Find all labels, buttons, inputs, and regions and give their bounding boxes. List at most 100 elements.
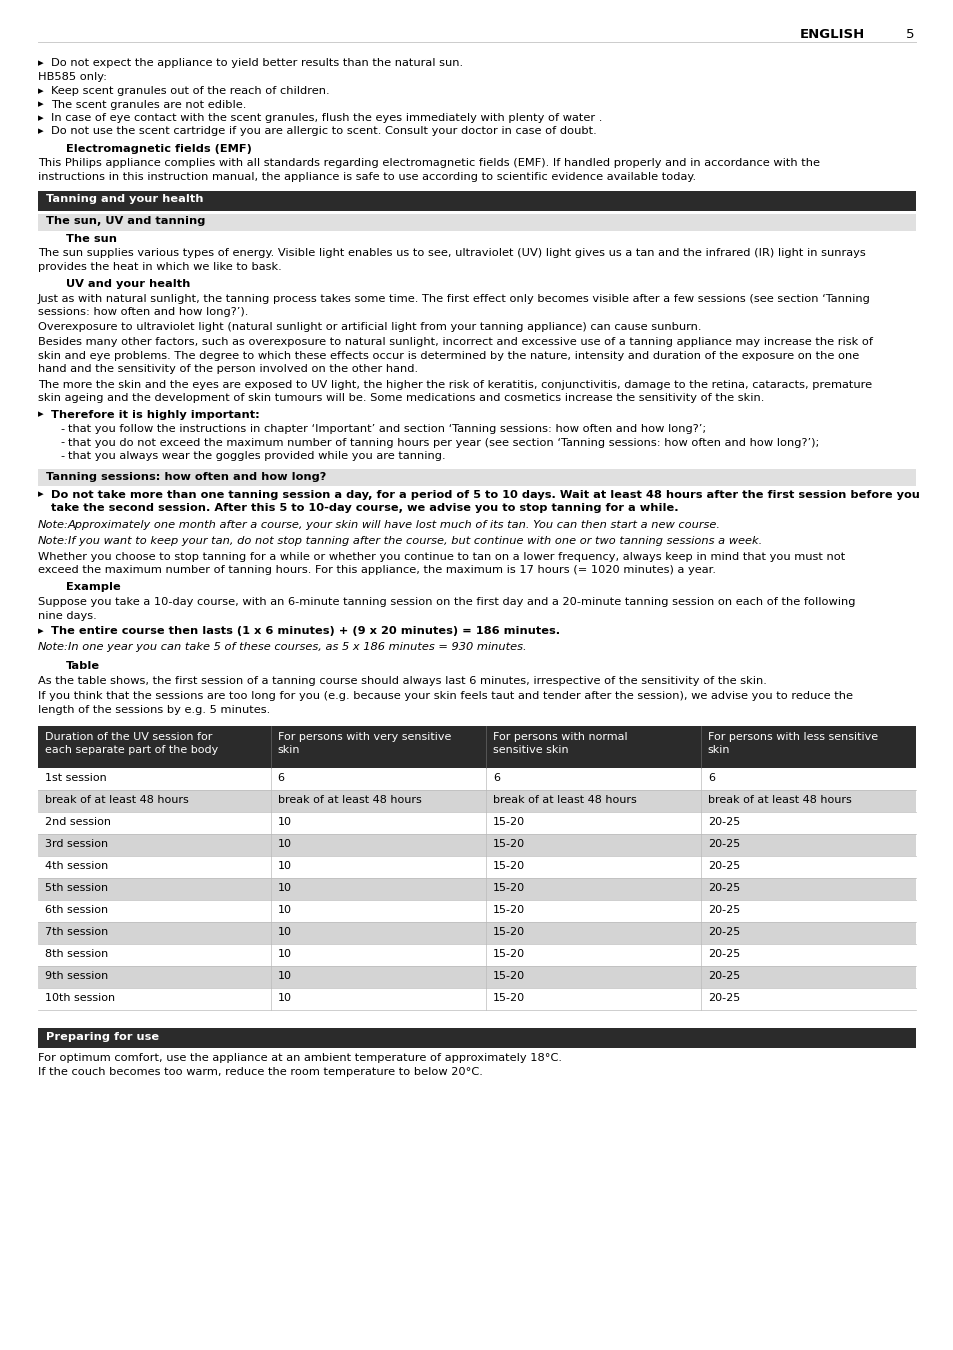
Bar [38, 856, 915, 878]
Text: 4th session: 4th session [45, 861, 108, 871]
Text: In case of eye contact with the scent granules, flush the eyes immediately with : In case of eye contact with the scent gr… [51, 113, 601, 123]
Text: Note:: Note: [38, 643, 69, 652]
Text: Tanning and your health: Tanning and your health [46, 194, 203, 204]
Text: For persons with very sensitive
skin: For persons with very sensitive skin [277, 732, 451, 755]
Text: Suppose you take a 10-day course, with an 6-minute tanning session on the first : Suppose you take a 10-day course, with a… [38, 597, 855, 621]
Text: 15-20: 15-20 [493, 927, 524, 937]
Text: 10: 10 [277, 817, 292, 828]
Text: 15-20: 15-20 [493, 949, 524, 958]
Text: 15-20: 15-20 [493, 883, 524, 892]
Text: Whether you choose to stop tanning for a while or whether you continue to tan on: Whether you choose to stop tanning for a… [38, 552, 844, 575]
Text: 6: 6 [277, 774, 284, 783]
Text: ▸: ▸ [38, 626, 44, 636]
Text: Therefore it is highly important:: Therefore it is highly important: [51, 409, 259, 420]
Text: 10: 10 [277, 949, 292, 958]
Text: 6: 6 [493, 774, 499, 783]
Text: Just as with natural sunlight, the tanning process takes some time. The first ef: Just as with natural sunlight, the tanni… [38, 293, 870, 317]
Text: Electromagnetic fields (EMF): Electromagnetic fields (EMF) [66, 144, 252, 154]
Text: In one year you can take 5 of these courses, as 5 x 186 minutes = 930 minutes.: In one year you can take 5 of these cour… [68, 643, 526, 652]
Text: break of at least 48 hours: break of at least 48 hours [45, 795, 189, 805]
Text: ▸: ▸ [38, 127, 44, 136]
Text: 20-25: 20-25 [707, 904, 740, 915]
Text: 10: 10 [277, 904, 292, 915]
Bar [38, 811, 915, 834]
Bar [38, 944, 915, 967]
Bar [38, 213, 915, 231]
Text: Overexposure to ultraviolet light (natural sunlight or artificial light from you: Overexposure to ultraviolet light (natur… [38, 321, 700, 332]
Text: 10: 10 [277, 927, 292, 937]
Text: 9th session: 9th session [45, 971, 108, 981]
Bar [38, 988, 915, 1010]
Text: 10: 10 [277, 861, 292, 871]
Text: 20-25: 20-25 [707, 838, 740, 849]
Text: Example: Example [66, 582, 121, 593]
Text: ENGLISH: ENGLISH [800, 28, 864, 40]
Text: 20-25: 20-25 [707, 861, 740, 871]
Text: UV and your health: UV and your health [66, 279, 191, 289]
Text: 15-20: 15-20 [493, 971, 524, 981]
Text: 15-20: 15-20 [493, 838, 524, 849]
Text: -: - [60, 424, 64, 433]
Text: For persons with normal
sensitive skin: For persons with normal sensitive skin [493, 732, 627, 755]
Text: Note:: Note: [38, 536, 69, 545]
Text: 6: 6 [707, 774, 714, 783]
Text: The sun supplies various types of energy. Visible light enables us to see, ultra: The sun supplies various types of energy… [38, 248, 864, 271]
Text: 5: 5 [905, 28, 914, 40]
Text: 10: 10 [277, 838, 292, 849]
Bar [38, 922, 915, 944]
Text: The more the skin and the eyes are exposed to UV light, the higher the risk of k: The more the skin and the eyes are expos… [38, 379, 871, 404]
Text: 20-25: 20-25 [707, 817, 740, 828]
Bar [38, 900, 915, 922]
Text: The entire course then lasts (1 x 6 minutes) + (9 x 20 minutes) = 186 minutes.: The entire course then lasts (1 x 6 minu… [51, 626, 559, 636]
Text: Approximately one month after a course, your skin will have lost much of its tan: Approximately one month after a course, … [68, 521, 720, 531]
Text: Duration of the UV session for
each separate part of the body: Duration of the UV session for each sepa… [45, 732, 218, 755]
Text: 5th session: 5th session [45, 883, 108, 892]
Text: 10: 10 [277, 971, 292, 981]
Text: 20-25: 20-25 [707, 971, 740, 981]
Text: -: - [60, 437, 64, 447]
Text: This Philips appliance complies with all standards regarding electromagnetic fie: This Philips appliance complies with all… [38, 158, 820, 182]
Text: If you want to keep your tan, do not stop tanning after the course, but continue: If you want to keep your tan, do not sto… [68, 536, 761, 545]
Text: 8th session: 8th session [45, 949, 108, 958]
Text: that you follow the instructions in chapter ‘Important’ and section ‘Tanning ses: that you follow the instructions in chap… [68, 424, 705, 433]
Text: The scent granules are not edible.: The scent granules are not edible. [51, 100, 246, 109]
Text: ▸: ▸ [38, 86, 44, 96]
Bar [38, 468, 915, 486]
Text: 20-25: 20-25 [707, 927, 740, 937]
Text: ▸: ▸ [38, 113, 44, 123]
Bar [38, 190, 915, 211]
Bar [38, 726, 915, 768]
Bar [38, 1027, 915, 1048]
Text: 15-20: 15-20 [493, 861, 524, 871]
Text: 20-25: 20-25 [707, 949, 740, 958]
Text: For optimum comfort, use the appliance at an ambient temperature of approximatel: For optimum comfort, use the appliance a… [38, 1053, 561, 1076]
Text: For persons with less sensitive
skin: For persons with less sensitive skin [707, 732, 877, 755]
Text: 3rd session: 3rd session [45, 838, 108, 849]
Text: that you always wear the goggles provided while you are tanning.: that you always wear the goggles provide… [68, 451, 445, 460]
Text: Do not take more than one tanning session a day, for a period of 5 to 10 days. W: Do not take more than one tanning sessio… [51, 490, 919, 513]
Text: Keep scent granules out of the reach of children.: Keep scent granules out of the reach of … [51, 86, 330, 96]
Text: ▸: ▸ [38, 100, 44, 109]
Text: Tanning sessions: how often and how long?: Tanning sessions: how often and how long… [46, 471, 326, 482]
Text: Preparing for use: Preparing for use [46, 1031, 159, 1042]
Text: The sun, UV and tanning: The sun, UV and tanning [46, 216, 205, 227]
Text: Note:: Note: [38, 521, 69, 531]
Bar [38, 967, 915, 988]
Text: The sun: The sun [66, 234, 117, 243]
Text: 10th session: 10th session [45, 994, 115, 1003]
Text: As the table shows, the first session of a tanning course should always last 6 m: As the table shows, the first session of… [38, 675, 766, 686]
Text: ▸: ▸ [38, 490, 44, 500]
Text: Do not use the scent cartridge if you are allergic to scent. Consult your doctor: Do not use the scent cartridge if you ar… [51, 127, 597, 136]
Text: 20-25: 20-25 [707, 994, 740, 1003]
Text: ▸: ▸ [38, 409, 44, 420]
Bar [38, 834, 915, 856]
Text: 20-25: 20-25 [707, 883, 740, 892]
Text: break of at least 48 hours: break of at least 48 hours [493, 795, 636, 805]
Text: HB585 only:: HB585 only: [38, 73, 107, 82]
Text: Besides many other factors, such as overexposure to natural sunlight, incorrect : Besides many other factors, such as over… [38, 338, 872, 374]
Text: 7th session: 7th session [45, 927, 108, 937]
Text: 15-20: 15-20 [493, 817, 524, 828]
Text: break of at least 48 hours: break of at least 48 hours [707, 795, 851, 805]
Bar [38, 878, 915, 900]
Bar [38, 768, 915, 790]
